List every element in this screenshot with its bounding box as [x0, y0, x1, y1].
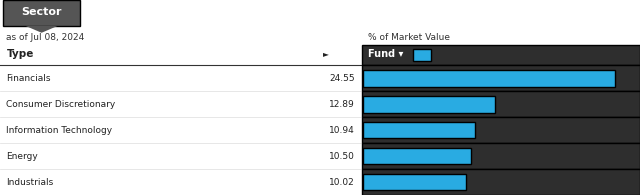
FancyBboxPatch shape	[362, 169, 640, 195]
Text: Type: Type	[6, 49, 34, 59]
FancyBboxPatch shape	[362, 65, 640, 91]
Text: Industrials: Industrials	[6, 177, 54, 187]
Text: Fund ▾: Fund ▾	[368, 49, 403, 59]
FancyBboxPatch shape	[3, 0, 80, 26]
Text: as of Jul 08, 2024: as of Jul 08, 2024	[6, 33, 84, 42]
Text: 10.02: 10.02	[330, 177, 355, 187]
Text: 10.50: 10.50	[330, 152, 355, 161]
FancyBboxPatch shape	[363, 70, 615, 87]
FancyBboxPatch shape	[362, 45, 640, 65]
Text: Financials: Financials	[6, 74, 51, 83]
FancyBboxPatch shape	[363, 174, 466, 190]
Text: 12.89: 12.89	[330, 100, 355, 109]
Text: % of Market Value: % of Market Value	[368, 33, 450, 42]
FancyBboxPatch shape	[363, 122, 475, 138]
FancyBboxPatch shape	[363, 96, 495, 113]
FancyBboxPatch shape	[362, 117, 640, 143]
Text: Information Technology: Information Technology	[6, 126, 113, 135]
Text: ►: ►	[323, 50, 329, 58]
FancyBboxPatch shape	[363, 148, 470, 164]
Polygon shape	[26, 26, 58, 33]
Text: Sector: Sector	[21, 7, 62, 17]
FancyBboxPatch shape	[413, 49, 431, 61]
Text: 10.94: 10.94	[330, 126, 355, 135]
FancyBboxPatch shape	[362, 91, 640, 117]
Text: Consumer Discretionary: Consumer Discretionary	[6, 100, 116, 109]
Text: Energy: Energy	[6, 152, 38, 161]
FancyBboxPatch shape	[362, 143, 640, 169]
Text: 24.55: 24.55	[330, 74, 355, 83]
